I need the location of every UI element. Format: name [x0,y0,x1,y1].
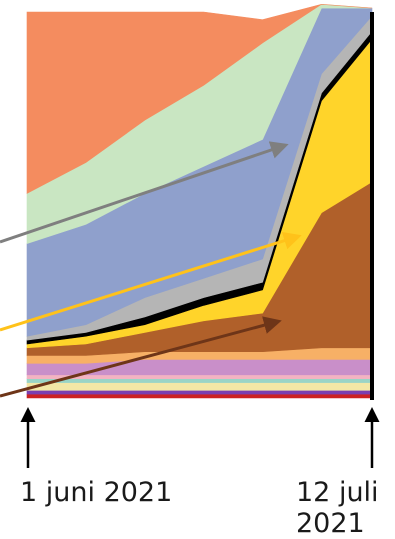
annotation-arrow-1 [0,232,302,332]
area-layer [26,3,374,400]
area-series-13 [26,3,373,194]
area-series-2 [26,382,373,391]
area-series-1 [26,390,373,395]
x-tick-label-end: 12 juli 2021 [296,477,379,539]
area-series-0 [26,393,373,399]
annotation-layer [0,141,380,468]
annotation-arrow-2 [0,316,282,398]
x-tick-label-start: 1 juni 2021 [20,477,173,508]
area-series-3 [26,378,373,383]
annotation-arrow-0 [0,141,289,244]
